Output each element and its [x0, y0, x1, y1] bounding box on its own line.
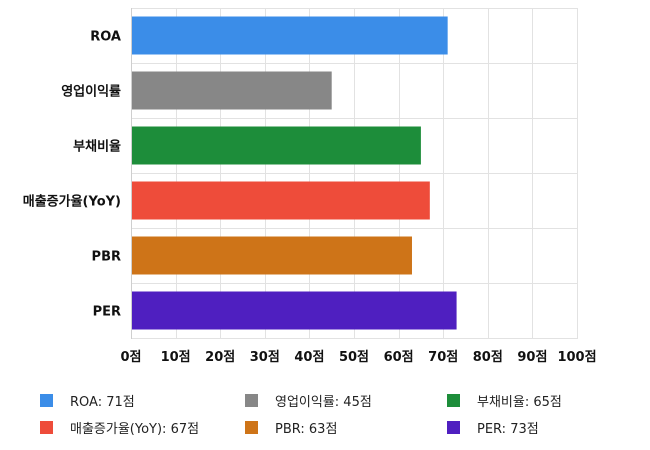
category-label: 매출증가율(YoY) [23, 194, 121, 210]
x-tick-label: 20점 [205, 350, 235, 365]
legend-label: PER: 73점 [477, 421, 539, 437]
legend-swatch [447, 420, 460, 434]
category-label: 부채비율 [73, 139, 121, 155]
x-tick-label: 10점 [161, 350, 191, 365]
category-label: ROA [90, 30, 121, 45]
x-tick-label: 80점 [473, 350, 503, 365]
legend-label: ROA: 71점 [70, 394, 135, 410]
category-label: PER [93, 305, 121, 320]
legend-item: 매출증가율(YoY): 67점 [40, 417, 199, 437]
x-tick-label: 90점 [517, 350, 547, 365]
bar [131, 126, 421, 165]
legend-swatch [40, 393, 53, 407]
legend-item: ROA: 71점 [40, 390, 135, 410]
x-tick-label: 60점 [384, 350, 414, 365]
legend-swatch [245, 420, 258, 434]
legend-item: PBR: 63점 [245, 417, 337, 437]
category-label: 영업이익률 [61, 84, 121, 100]
bar [131, 236, 412, 275]
legend-item: PER: 73점 [447, 417, 539, 437]
x-tick-label: 30점 [250, 350, 280, 365]
legend-label: 영업이익률: 45점 [275, 394, 372, 410]
x-tick-label: 50점 [339, 350, 369, 365]
bar [131, 16, 448, 55]
legend-label: 매출증가율(YoY): 67점 [70, 421, 200, 437]
legend-swatch [40, 420, 53, 434]
bar [131, 71, 332, 110]
x-tick-label: 0점 [120, 350, 141, 365]
x-tick-label: 70점 [428, 350, 458, 365]
legend-label: PBR: 63점 [275, 421, 338, 437]
x-tick-label: 100점 [557, 350, 596, 365]
bar [131, 291, 457, 330]
legend-swatch [245, 393, 258, 407]
category-label: PBR [92, 250, 121, 265]
bar [131, 181, 430, 220]
legend-swatch [447, 393, 460, 407]
legend-item: 영업이익률: 45점 [245, 390, 372, 410]
legend-item: 부채비율: 65점 [447, 390, 562, 410]
legend-label: 부채비율: 65점 [477, 394, 562, 410]
x-tick-label: 40점 [294, 350, 324, 365]
